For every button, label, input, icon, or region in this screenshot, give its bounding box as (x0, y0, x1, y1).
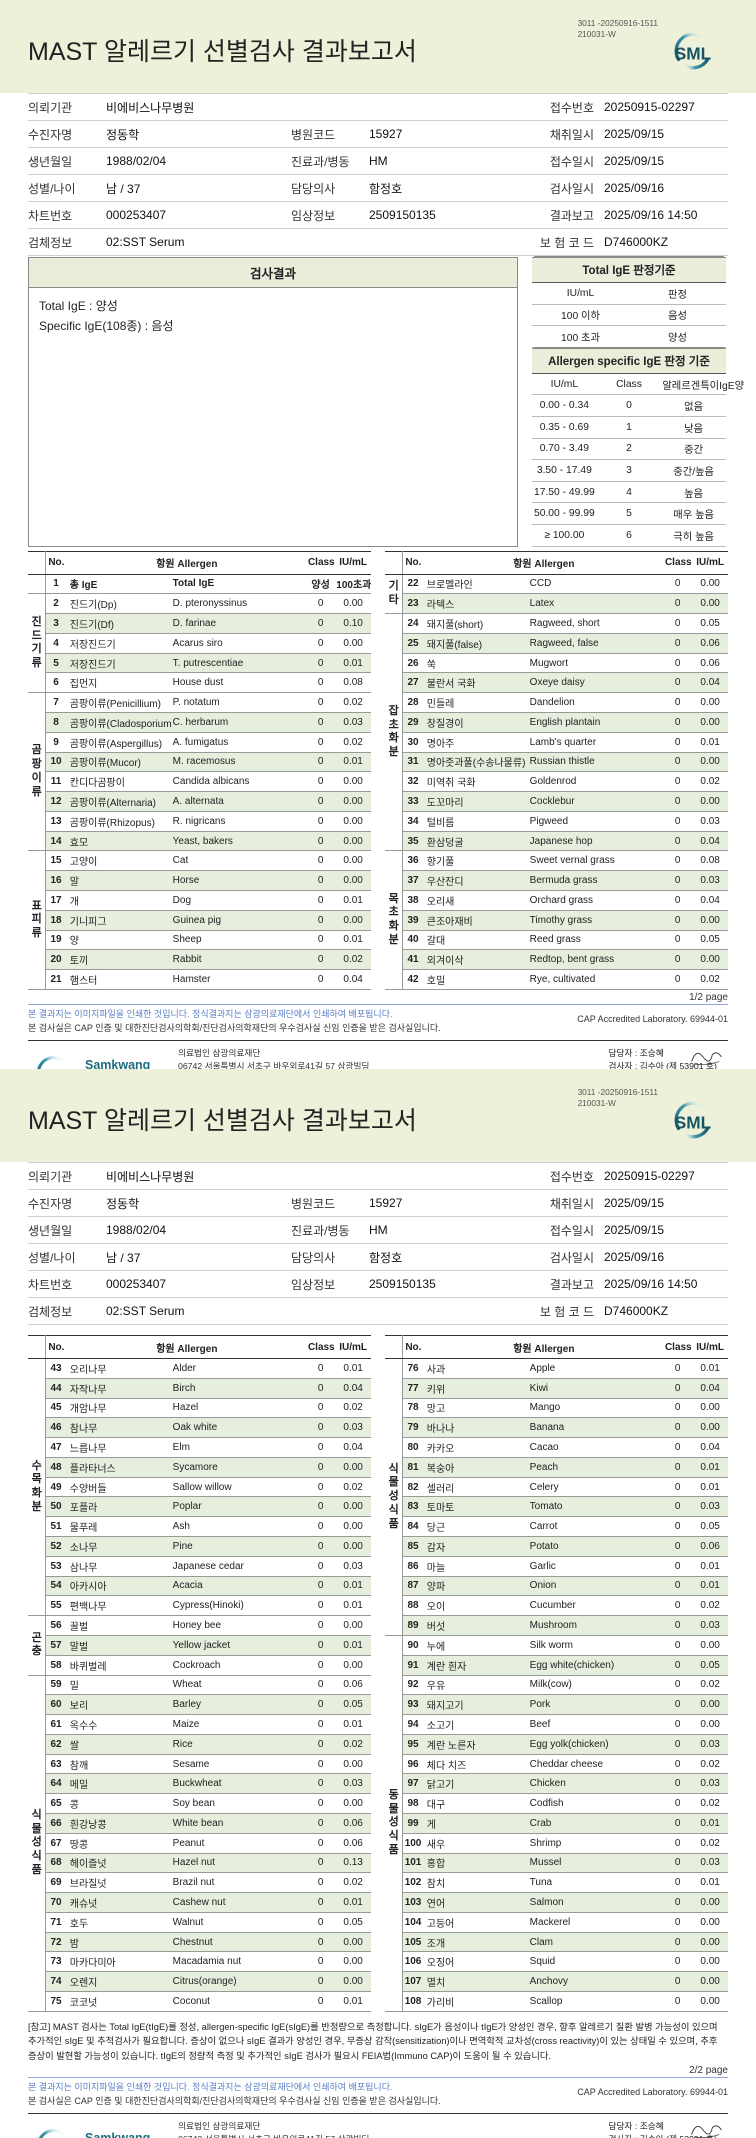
svg-text:SML: SML (675, 43, 711, 63)
svg-text:SML: SML (675, 1112, 711, 1132)
